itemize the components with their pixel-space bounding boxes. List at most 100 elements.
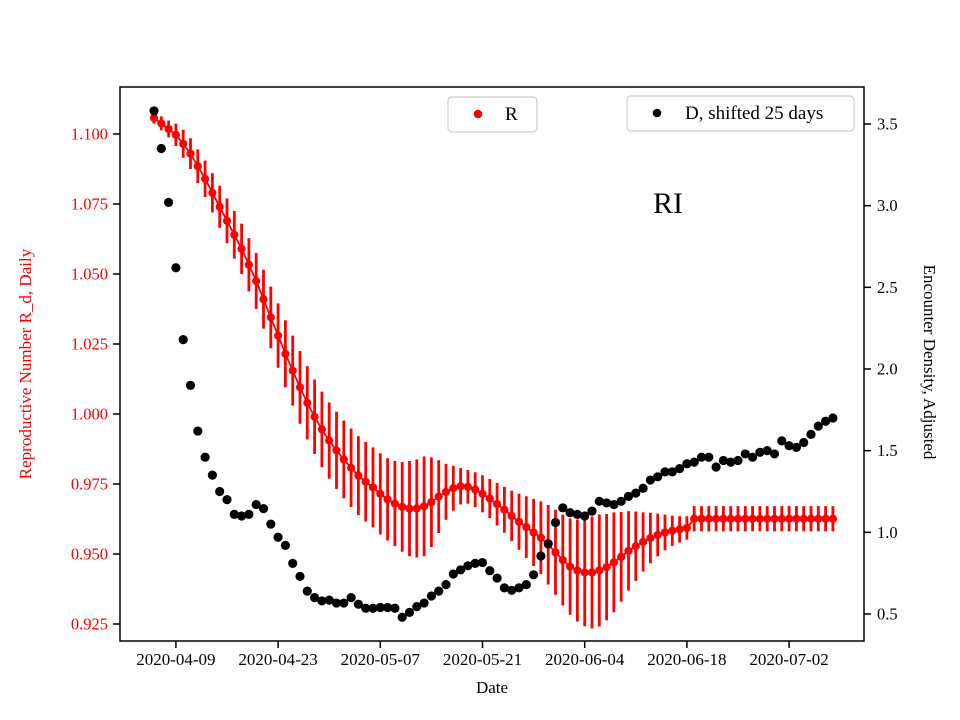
d-data-point (390, 603, 400, 613)
d-data-point (310, 593, 320, 603)
r-data-point (690, 514, 699, 523)
r-data-point (281, 349, 290, 358)
r-data-point (595, 566, 604, 575)
r-data-point (536, 533, 546, 542)
right-tick-label: 2.5 (877, 278, 898, 297)
r-data-point (347, 463, 356, 472)
d-data-point (572, 509, 583, 519)
state-annotation: RI (653, 187, 683, 220)
r-data-point (668, 526, 677, 535)
legend-label: D, shifted 25 days (685, 103, 823, 124)
d-data-point (200, 452, 210, 462)
r-data-point (712, 514, 721, 523)
r-data-point (755, 514, 765, 523)
d-data-point (675, 464, 685, 474)
r-data-point (420, 502, 429, 511)
x-tick-label: 2020-06-04 (545, 650, 625, 669)
d-data-point (331, 598, 342, 608)
legend-marker-dot (652, 108, 662, 118)
r-data-point (821, 514, 830, 523)
d-data-point (361, 603, 371, 613)
r-data-point (456, 482, 465, 491)
legend-box (447, 96, 538, 133)
legend-d: D, shifted 25 days (626, 95, 855, 132)
x-tick-label: 2020-05-21 (443, 650, 522, 669)
d-data-point (645, 475, 656, 485)
d-data-point (740, 449, 750, 459)
r-data-point (799, 514, 808, 523)
left-tick-label: 1.000 (71, 405, 108, 424)
d-data-point (514, 583, 524, 593)
r-data-point (748, 514, 757, 523)
d-data-point (229, 509, 239, 519)
r-data-point (806, 514, 816, 523)
d-data-point (346, 593, 356, 603)
r-data-point (259, 295, 268, 304)
r-data-point (675, 525, 684, 534)
d-data-point (696, 452, 707, 462)
r-data-point (354, 471, 363, 480)
r-data-point (493, 500, 502, 509)
r-data-point (405, 504, 414, 513)
r-data-point (149, 113, 159, 123)
r-data-point (244, 260, 253, 269)
r-data-point (573, 566, 582, 575)
d-data-point (594, 496, 604, 506)
d-data-point (492, 573, 502, 583)
d-data-point (499, 583, 509, 593)
r-data-point (770, 514, 779, 523)
r-data-point (171, 130, 180, 139)
r-data-point (704, 514, 713, 523)
r-data-point (551, 548, 560, 557)
d-data-point (441, 579, 451, 590)
r-data-point (376, 489, 385, 498)
d-data-point (193, 426, 203, 436)
left-axis-title: Reproductive Number R_d, Daily (16, 248, 35, 479)
d-data-point (302, 586, 312, 596)
left-tick-label: 1.100 (71, 125, 108, 144)
r-data-point (609, 558, 619, 567)
r-data-point (719, 514, 728, 523)
x-axis-title: Date (476, 678, 508, 697)
r-data-point (383, 495, 392, 504)
d-data-point (623, 491, 634, 501)
r-data-point (201, 174, 210, 183)
x-tick-label: 2020-04-23 (238, 650, 317, 669)
d-data-point (295, 571, 305, 582)
r-data-point (310, 412, 319, 421)
d-data-point (806, 429, 816, 439)
r-data-point (441, 487, 451, 496)
r-data-point (427, 498, 436, 507)
d-data-point (353, 599, 363, 609)
r-data-point (449, 484, 458, 493)
d-data-point (784, 441, 794, 451)
d-data-point (602, 498, 612, 508)
r-data-point (325, 436, 334, 445)
d-data-point (164, 197, 174, 207)
d-data-point (185, 380, 196, 390)
left-tick-label: 1.025 (71, 335, 108, 354)
x-tick-label: 2020-07-02 (749, 650, 828, 669)
r-data-point (361, 477, 370, 486)
d-data-point (711, 462, 721, 472)
r-data-point (624, 546, 633, 556)
r-data-point (631, 542, 640, 551)
d-data-point (667, 467, 677, 477)
r-data-point (230, 230, 239, 239)
d-data-point (324, 595, 334, 605)
d-data-point (507, 585, 517, 595)
r-data-point (602, 563, 611, 572)
x-tick-label: 2020-05-07 (341, 650, 421, 669)
d-data-point (733, 455, 743, 466)
d-data-point (251, 499, 261, 510)
d-data-point (762, 446, 772, 456)
d-data-point (777, 436, 787, 446)
r-data-point (179, 139, 188, 148)
d-data-point (244, 509, 254, 519)
r-data-point (222, 216, 232, 225)
d-data-point (609, 499, 619, 510)
r-data-point (471, 485, 480, 494)
d-data-point (704, 452, 714, 462)
